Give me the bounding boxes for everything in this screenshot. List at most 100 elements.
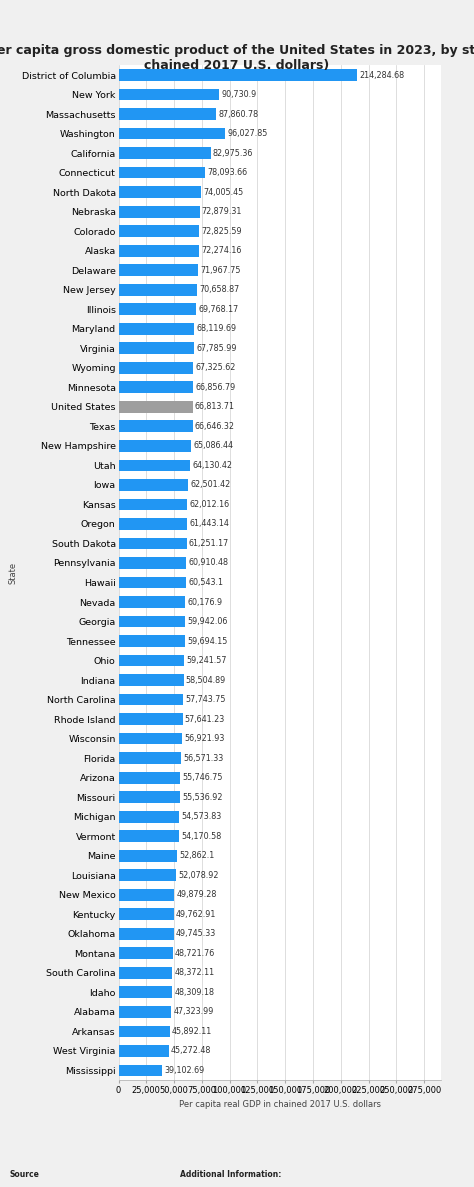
Text: 69,768.17: 69,768.17 — [198, 305, 238, 313]
Bar — [118, 186, 201, 198]
Bar — [118, 265, 199, 277]
Text: 59,694.15: 59,694.15 — [187, 636, 228, 646]
Bar — [118, 284, 197, 296]
Text: 49,745.33: 49,745.33 — [176, 929, 216, 938]
Bar — [118, 128, 225, 139]
Text: 60,176.9: 60,176.9 — [188, 597, 223, 607]
Text: 82,975.36: 82,975.36 — [213, 148, 253, 158]
X-axis label: Per capita real GDP in chained 2017 U.S. dollars: Per capita real GDP in chained 2017 U.S.… — [179, 1100, 381, 1110]
Bar — [118, 732, 182, 744]
Bar — [118, 811, 179, 823]
Bar — [118, 480, 188, 490]
Text: 59,942.06: 59,942.06 — [187, 617, 228, 626]
Bar — [118, 518, 187, 529]
Bar — [118, 205, 200, 217]
Text: 90,730.9: 90,730.9 — [221, 90, 257, 99]
Bar — [118, 557, 186, 569]
Text: 74,005.45: 74,005.45 — [203, 188, 243, 197]
Text: 68,119.69: 68,119.69 — [196, 324, 237, 334]
Bar — [118, 420, 192, 432]
Text: 57,743.75: 57,743.75 — [185, 696, 226, 704]
Bar — [118, 499, 187, 510]
Bar — [118, 342, 194, 354]
Text: 52,078.92: 52,078.92 — [179, 871, 219, 880]
Text: 67,785.99: 67,785.99 — [196, 344, 237, 353]
Text: 62,012.16: 62,012.16 — [190, 500, 230, 509]
Bar — [118, 947, 173, 959]
Bar — [118, 1065, 162, 1077]
Text: 70,658.87: 70,658.87 — [199, 285, 239, 294]
Bar — [118, 89, 219, 101]
Bar — [118, 167, 205, 178]
Bar — [118, 792, 180, 804]
Text: Additional Information:: Additional Information: — [180, 1169, 282, 1179]
Text: 55,746.75: 55,746.75 — [182, 773, 223, 782]
Text: 58,504.89: 58,504.89 — [186, 675, 226, 685]
Text: 61,443.14: 61,443.14 — [189, 520, 229, 528]
Text: 72,825.59: 72,825.59 — [201, 227, 242, 236]
Text: 72,879.31: 72,879.31 — [202, 208, 242, 216]
Text: 62,501.42: 62,501.42 — [190, 481, 230, 489]
Text: 56,921.93: 56,921.93 — [184, 734, 224, 743]
Bar — [118, 616, 185, 628]
Bar — [118, 850, 177, 862]
Bar — [118, 831, 179, 842]
Text: Real per capita gross domestic product of the United States in 2023, by state (i: Real per capita gross domestic product o… — [0, 44, 474, 72]
Text: 47,323.99: 47,323.99 — [173, 1008, 214, 1016]
Text: 49,879.28: 49,879.28 — [176, 890, 217, 900]
Bar — [118, 753, 182, 764]
Y-axis label: State: State — [9, 561, 18, 584]
Text: 48,372.11: 48,372.11 — [174, 969, 215, 977]
Text: 65,086.44: 65,086.44 — [193, 442, 233, 450]
Text: 71,967.75: 71,967.75 — [201, 266, 241, 274]
Text: 78,093.66: 78,093.66 — [208, 169, 247, 177]
Bar — [118, 869, 176, 881]
Bar — [118, 967, 172, 979]
Bar — [118, 401, 193, 413]
Text: Source: Source — [9, 1169, 39, 1179]
Bar — [118, 440, 191, 452]
Text: 214,284.68: 214,284.68 — [359, 70, 404, 80]
Bar — [118, 577, 186, 589]
Text: 39,102.69: 39,102.69 — [164, 1066, 204, 1075]
Text: 57,641.23: 57,641.23 — [185, 715, 225, 724]
Bar — [118, 889, 174, 901]
Text: 60,910.48: 60,910.48 — [189, 558, 228, 567]
Text: 67,325.62: 67,325.62 — [196, 363, 236, 373]
Bar — [118, 596, 185, 608]
Bar — [118, 147, 211, 159]
Text: 61,251.17: 61,251.17 — [189, 539, 229, 548]
Bar — [118, 69, 356, 81]
Bar — [118, 1007, 171, 1017]
Text: 66,646.32: 66,646.32 — [195, 421, 235, 431]
Text: 96,027.85: 96,027.85 — [228, 129, 268, 138]
Text: 60,543.1: 60,543.1 — [188, 578, 223, 588]
Text: 48,309.18: 48,309.18 — [174, 988, 214, 997]
Bar — [118, 635, 185, 647]
Bar — [118, 323, 194, 335]
Text: 54,170.58: 54,170.58 — [181, 832, 221, 840]
Text: 66,856.79: 66,856.79 — [195, 383, 235, 392]
Bar — [118, 362, 193, 374]
Text: 45,272.48: 45,272.48 — [171, 1047, 211, 1055]
Bar — [118, 245, 199, 256]
Bar — [118, 655, 184, 666]
Bar — [118, 674, 183, 686]
Text: 55,536.92: 55,536.92 — [182, 793, 223, 801]
Bar — [118, 772, 181, 783]
Text: 48,721.76: 48,721.76 — [175, 948, 215, 958]
Text: 56,571.33: 56,571.33 — [183, 754, 224, 762]
Text: 72,274.16: 72,274.16 — [201, 246, 241, 255]
Bar — [118, 1026, 170, 1037]
Text: 49,762.91: 49,762.91 — [176, 909, 217, 919]
Text: 59,241.57: 59,241.57 — [187, 656, 227, 665]
Bar — [118, 304, 196, 315]
Text: 54,573.83: 54,573.83 — [182, 812, 222, 821]
Bar — [118, 693, 182, 705]
Bar — [118, 986, 172, 998]
Text: 87,860.78: 87,860.78 — [219, 109, 258, 119]
Bar — [118, 713, 182, 725]
Text: 52,862.1: 52,862.1 — [180, 851, 215, 861]
Bar — [118, 908, 174, 920]
Bar — [118, 538, 187, 550]
